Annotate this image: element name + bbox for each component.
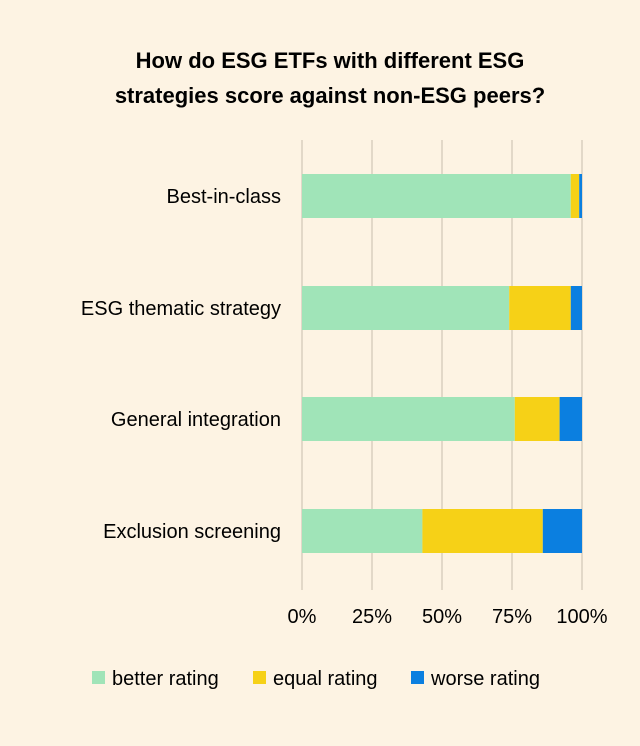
legend-swatch (253, 671, 266, 684)
legend-swatch (92, 671, 105, 684)
chart-title: How do ESG ETFs with different ESG strat… (115, 48, 545, 108)
category-label: General integration (111, 409, 281, 431)
x-tick-labels: 0% 25% 50% 75% 100% (288, 606, 608, 628)
legend: better rating equal rating worse rating (92, 668, 540, 690)
category-label: Exclusion screening (103, 521, 281, 543)
category-label: Best-in-class (167, 186, 281, 208)
bar-segment (509, 286, 571, 330)
category-labels: Best-in-class ESG thematic strategy Genera… (81, 186, 281, 543)
x-tick-label: 0% (288, 606, 317, 628)
x-tick-label: 50% (422, 606, 462, 628)
category-label: ESG thematic strategy (81, 298, 281, 320)
bar-segment (570, 174, 580, 218)
legend-label: worse rating (430, 668, 540, 690)
x-tick-label: 100% (556, 606, 607, 628)
x-tick-label: 75% (492, 606, 532, 628)
bar-segment (542, 509, 582, 553)
chart-title-line-2: strategies score against non-ESG peers? (115, 83, 545, 108)
bar-segment (422, 509, 543, 553)
legend-label: better rating (112, 668, 219, 690)
bar-segment (302, 397, 515, 441)
legend-swatch (411, 671, 424, 684)
bars (302, 174, 582, 553)
bar-segment (559, 397, 582, 441)
bar-segment (302, 286, 510, 330)
legend-label: equal rating (273, 668, 378, 690)
bar-segment (579, 174, 582, 218)
bar-segment (570, 286, 582, 330)
bar-segment (302, 174, 571, 218)
bar-segment (302, 509, 423, 553)
chart-title-line-1: How do ESG ETFs with different ESG (136, 48, 525, 73)
bar-segment (514, 397, 560, 441)
x-tick-label: 25% (352, 606, 392, 628)
